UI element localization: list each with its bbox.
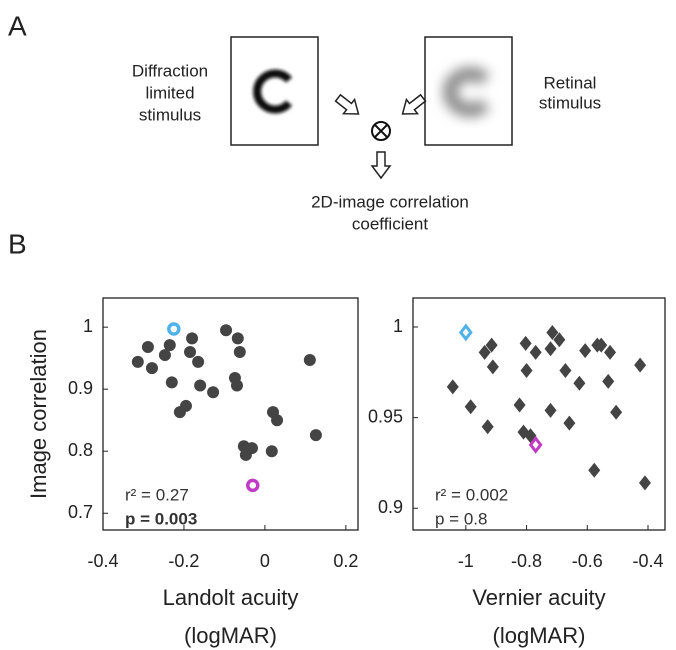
- x-tick-label: 0: [260, 551, 270, 571]
- annotation: r² = 0.27: [125, 485, 189, 504]
- point: [464, 399, 477, 415]
- x-tick-label: -0.6: [572, 551, 603, 571]
- y-tick-label: 1: [83, 316, 93, 336]
- diagram-label: Retinal: [544, 73, 597, 92]
- point: [553, 332, 566, 348]
- x-tick-label: -1: [458, 551, 474, 571]
- chart: -1 -0.8 -0.6 -0.4 0.9 0.95 1 Vernier acuity (log…: [368, 297, 666, 648]
- point: [245, 442, 258, 455]
- y-tick-label: 0.9: [68, 378, 93, 398]
- plot-frame: [412, 297, 666, 531]
- point: [233, 345, 246, 358]
- diagram-label: stimulus: [139, 105, 201, 124]
- point: [194, 379, 207, 392]
- point: [546, 324, 559, 340]
- x-tick-label: -0.8: [511, 551, 542, 571]
- point: [158, 349, 171, 362]
- point: [446, 379, 459, 395]
- point: [309, 429, 322, 442]
- point: [638, 475, 651, 491]
- landolt-c: [253, 69, 293, 114]
- diagram-label: Diffraction: [132, 61, 208, 80]
- point: [579, 343, 592, 359]
- diagram-label: limited: [145, 83, 194, 102]
- x-axis-label: (logMAR): [184, 623, 277, 648]
- blurred-c: [443, 67, 490, 117]
- arrow: [334, 93, 360, 115]
- diagram-label: coefficient: [352, 214, 429, 233]
- panel-label: A: [8, 10, 27, 41]
- annotation: r² = 0.002: [435, 485, 508, 504]
- point: [485, 337, 498, 353]
- y-axis-label: Image correlation: [26, 329, 51, 499]
- point: [529, 344, 542, 360]
- point: [246, 478, 260, 493]
- point: [544, 341, 557, 357]
- point: [145, 362, 158, 375]
- y-tick-label: 0.7: [68, 502, 93, 522]
- x-tick-label: -0.4: [87, 551, 118, 571]
- point: [528, 435, 543, 454]
- point: [179, 399, 192, 412]
- arrow: [370, 151, 392, 180]
- point: [220, 324, 233, 337]
- point: [271, 414, 284, 427]
- y-tick-label: 0.95: [368, 406, 403, 426]
- diagram-label: 2D-image correlation: [311, 192, 469, 211]
- point: [165, 376, 178, 389]
- point: [602, 373, 615, 389]
- point: [610, 404, 623, 420]
- annotation: p = 0.003: [125, 509, 197, 528]
- point: [303, 354, 316, 367]
- stimulus-frame: [230, 36, 319, 146]
- point: [559, 363, 572, 378]
- x-axis-label: Landolt acuity: [163, 585, 299, 610]
- diagram-label: stimulus: [539, 93, 601, 112]
- plot-frame: [102, 297, 359, 531]
- otimes: [371, 121, 391, 141]
- point: [563, 415, 576, 431]
- point: [141, 341, 154, 354]
- x-axis-label: Vernier acuity: [472, 585, 605, 610]
- point: [634, 357, 647, 373]
- x-axis-label: (logMAR): [493, 623, 586, 648]
- panel-label: B: [8, 228, 27, 259]
- point: [163, 339, 176, 352]
- point: [167, 322, 181, 336]
- point: [230, 379, 243, 392]
- point: [184, 345, 197, 358]
- y-tick-label: 1: [393, 316, 403, 336]
- annotation: p = 0.8: [435, 509, 487, 528]
- point: [478, 344, 491, 360]
- point: [192, 355, 205, 368]
- diagram: Diffraction limited stimulus Retinal sti…: [132, 36, 601, 233]
- point: [573, 375, 586, 391]
- point: [231, 332, 244, 345]
- point: [207, 386, 220, 399]
- y-tick-label: 0.8: [68, 440, 93, 460]
- point: [588, 462, 601, 478]
- x-tick-label: 0.2: [333, 551, 358, 571]
- point: [595, 337, 608, 353]
- point: [458, 323, 473, 342]
- point: [131, 355, 144, 368]
- point: [519, 335, 532, 351]
- point: [481, 419, 494, 435]
- point: [486, 359, 499, 375]
- x-tick-label: -0.2: [168, 551, 199, 571]
- stimulus-frame: [424, 36, 513, 146]
- point: [265, 445, 278, 458]
- x-tick-label: -0.4: [632, 551, 663, 571]
- point: [520, 363, 533, 378]
- point: [544, 402, 557, 418]
- point: [513, 397, 526, 413]
- point: [186, 332, 199, 345]
- arrow: [401, 93, 427, 115]
- point: [604, 344, 617, 360]
- y-tick-label: 0.9: [378, 497, 403, 517]
- chart: -0.4 -0.2 0 0.2 0.7 0.8 0.9 1 Image correlation L…: [26, 297, 359, 648]
